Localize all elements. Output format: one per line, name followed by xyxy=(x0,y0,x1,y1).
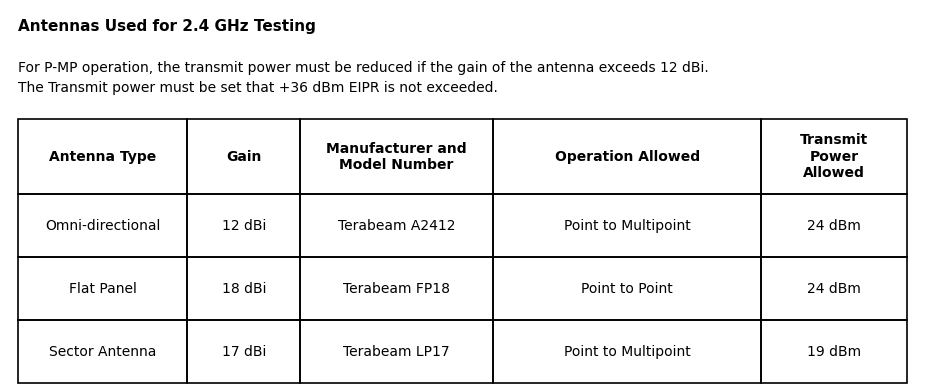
Text: 24 dBm: 24 dBm xyxy=(808,282,861,296)
Text: Transmit
Power
Allowed: Transmit Power Allowed xyxy=(800,133,869,180)
Text: Omni-directional: Omni-directional xyxy=(45,219,160,233)
Bar xyxy=(188,194,301,257)
Bar xyxy=(18,320,188,383)
Text: Terabeam FP18: Terabeam FP18 xyxy=(343,282,450,296)
Bar xyxy=(301,119,493,194)
Text: For P-MP operation, the transmit power must be reduced if the gain of the antenn: For P-MP operation, the transmit power m… xyxy=(18,61,709,75)
Bar xyxy=(18,194,188,257)
Bar xyxy=(18,119,188,194)
Text: Point to Multipoint: Point to Multipoint xyxy=(563,344,690,359)
Text: Antennas Used for 2.4 GHz Testing: Antennas Used for 2.4 GHz Testing xyxy=(18,19,315,34)
Bar xyxy=(761,257,907,320)
Bar xyxy=(301,257,493,320)
Text: Manufacturer and
Model Number: Manufacturer and Model Number xyxy=(327,142,467,172)
Text: 19 dBm: 19 dBm xyxy=(807,344,861,359)
Text: Antenna Type: Antenna Type xyxy=(49,150,156,163)
Bar xyxy=(493,320,761,383)
Bar xyxy=(18,257,188,320)
Bar xyxy=(761,194,907,257)
Bar xyxy=(301,320,493,383)
Bar xyxy=(188,257,301,320)
Bar xyxy=(761,119,907,194)
Bar xyxy=(188,119,301,194)
Text: 18 dBi: 18 dBi xyxy=(221,282,266,296)
Bar xyxy=(301,194,493,257)
Bar xyxy=(188,320,301,383)
Text: The Transmit power must be set that +36 dBm EIPR is not exceeded.: The Transmit power must be set that +36 … xyxy=(18,81,498,95)
Text: Gain: Gain xyxy=(226,150,262,163)
Text: Point to Point: Point to Point xyxy=(581,282,673,296)
Text: Flat Panel: Flat Panel xyxy=(68,282,137,296)
Bar xyxy=(493,257,761,320)
Text: 24 dBm: 24 dBm xyxy=(808,219,861,233)
Text: Terabeam A2412: Terabeam A2412 xyxy=(338,219,455,233)
Bar xyxy=(761,320,907,383)
Text: Terabeam LP17: Terabeam LP17 xyxy=(343,344,450,359)
Text: 17 dBi: 17 dBi xyxy=(222,344,266,359)
Text: Point to Multipoint: Point to Multipoint xyxy=(563,219,690,233)
Bar xyxy=(493,194,761,257)
Text: 12 dBi: 12 dBi xyxy=(222,219,266,233)
Bar xyxy=(493,119,761,194)
Text: Sector Antenna: Sector Antenna xyxy=(49,344,156,359)
Text: Operation Allowed: Operation Allowed xyxy=(555,150,699,163)
